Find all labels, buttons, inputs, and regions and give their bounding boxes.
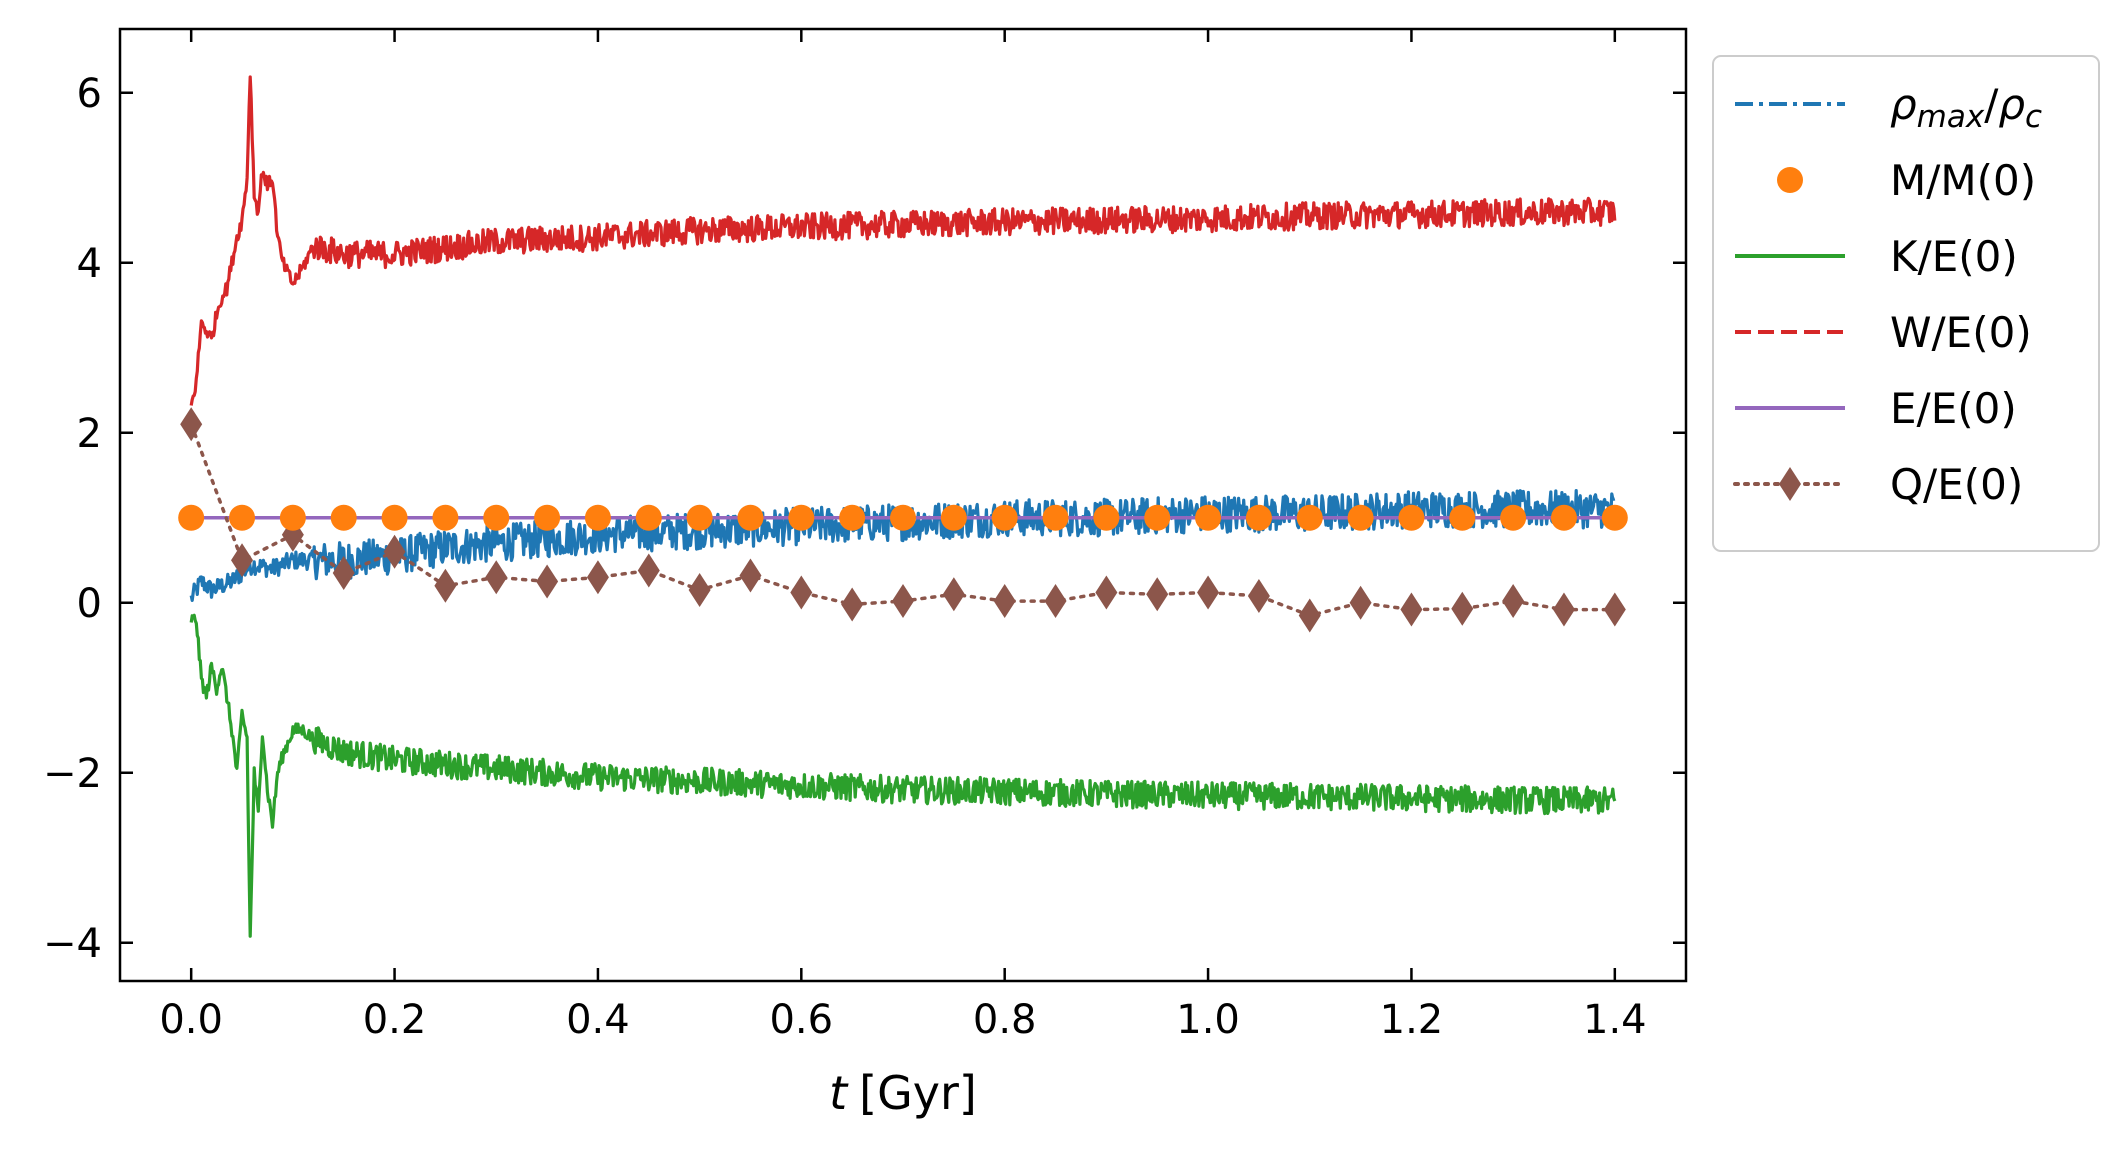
m-circle-marker	[584, 504, 611, 531]
m-circle-marker	[635, 504, 662, 531]
plot-series-layer	[178, 75, 1628, 938]
m-circle-marker	[1601, 504, 1628, 531]
x-axis-variable: t	[829, 1066, 849, 1120]
axis-ticks: 0.0 0.2 0.4 0.6 0.8 1.0 1.2 1.4 −4 −2 0 2 4 6	[43, 29, 1686, 1043]
q-diamond-marker	[892, 584, 914, 619]
legend-label: Q/E(0)	[1890, 460, 2023, 509]
x-axis-label: t [Gyr]	[829, 1066, 977, 1120]
legend-label: E/E(0)	[1890, 384, 2017, 433]
m-circle-marker	[1347, 504, 1374, 531]
legend-item-rho-max-rho-c: ρmax/ρc	[1735, 80, 2042, 135]
y-tick-label: −2	[43, 751, 102, 797]
q-diamond-marker	[1298, 598, 1321, 633]
series-line-rho-max-rho-c	[189, 489, 1616, 602]
m-circle-marker	[1500, 504, 1527, 531]
q-diamond-marker	[1095, 575, 1118, 610]
legend-label: K/E(0)	[1890, 232, 2018, 281]
x-tick-label: 0.4	[566, 997, 630, 1043]
m-circle-marker	[1449, 504, 1476, 531]
m-circle-marker	[279, 504, 306, 531]
legend-item-m-m-0-: M/M(0)	[1777, 156, 2036, 205]
q-diamond-marker	[993, 584, 1016, 619]
x-tick-label: 1.2	[1380, 997, 1444, 1043]
q-diamond-marker	[1044, 584, 1067, 619]
m-circle-marker	[686, 504, 713, 531]
q-diamond-marker	[1603, 592, 1626, 627]
q-diamond-marker	[1451, 591, 1474, 626]
m-circle-marker	[534, 504, 561, 531]
m-circle-marker	[178, 504, 205, 531]
q-diamond-marker	[1502, 584, 1525, 619]
q-diamond-marker	[637, 553, 660, 588]
m-circle-marker	[839, 504, 866, 531]
x-tick-label: 0.0	[159, 997, 223, 1043]
x-tick-label: 1.4	[1583, 997, 1647, 1043]
y-tick-label: 4	[77, 241, 102, 287]
q-diamond-marker	[383, 534, 406, 569]
series-line-w-e-0-	[189, 75, 1617, 406]
m-circle-marker	[432, 504, 459, 531]
m-circle-marker	[737, 504, 764, 531]
x-axis-unit: [Gyr]	[859, 1066, 977, 1120]
x-tick-label: 0.2	[363, 997, 427, 1043]
q-diamond-marker	[1247, 578, 1270, 613]
m-circle-marker	[1296, 504, 1323, 531]
q-diamond-marker	[332, 556, 355, 590]
y-tick-label: −4	[43, 921, 102, 967]
q-diamond-marker	[841, 587, 864, 622]
legend: ρmax/ρc M/M(0) K/E(0) W/E(0) E/E(0) Q/E(0)	[1712, 55, 2100, 552]
q-diamond-marker	[180, 407, 203, 442]
m-circle-marker	[890, 504, 916, 531]
legend-box	[1712, 55, 2100, 552]
plot-area-frame	[118, 27, 1688, 983]
q-diamond-marker	[688, 573, 711, 607]
m-circle-marker	[330, 504, 357, 531]
legend-label: ρmax/ρc	[1890, 80, 2042, 135]
q-diamond-marker	[739, 558, 762, 593]
q-diamond-marker	[1146, 577, 1169, 612]
m-circle-marker	[1195, 504, 1222, 531]
q-diamond-marker	[1349, 585, 1372, 620]
series-line-k-e-0-	[189, 613, 1617, 938]
m-circle-marker	[229, 504, 256, 531]
legend-label: W/E(0)	[1890, 308, 2032, 357]
m-circle-marker	[1245, 504, 1272, 531]
m-circle-marker	[483, 504, 510, 531]
y-tick-label: 6	[77, 71, 102, 117]
legend-marker	[1779, 467, 1801, 501]
legend-item-e-e-0-: E/E(0)	[1735, 384, 2017, 433]
m-circle-marker	[1093, 504, 1120, 531]
y-tick-label: 0	[77, 581, 102, 627]
q-diamond-marker	[434, 568, 457, 603]
q-diamond-marker	[790, 575, 813, 610]
x-tick-label: 1.0	[1176, 997, 1240, 1043]
x-tick-label: 0.6	[769, 997, 833, 1043]
m-circle-marker	[1042, 504, 1069, 531]
q-diamond-marker	[536, 564, 559, 599]
m-circle-marker	[940, 504, 967, 531]
legend-marker	[1777, 167, 1803, 193]
q-diamond-marker	[942, 577, 965, 612]
m-circle-marker	[1398, 504, 1425, 531]
legend-item-k-e-0-: K/E(0)	[1735, 232, 2018, 281]
q-diamond-marker	[485, 560, 508, 595]
m-circle-marker	[788, 504, 815, 531]
q-diamond-marker	[1552, 592, 1575, 627]
m-circle-marker	[1550, 504, 1577, 531]
m-circle-marker	[381, 504, 408, 531]
q-diamond-marker	[1197, 575, 1220, 610]
legend-item-w-e-0-: W/E(0)	[1735, 308, 2032, 357]
m-circle-marker	[991, 504, 1018, 531]
y-tick-label: 2	[77, 411, 102, 457]
q-diamond-marker	[1400, 592, 1423, 627]
q-diamond-marker	[231, 543, 254, 578]
legend-label: M/M(0)	[1890, 156, 2036, 205]
q-diamond-marker	[586, 560, 609, 595]
legend-item-q-e-0-: Q/E(0)	[1733, 460, 2023, 509]
m-circle-marker	[1144, 504, 1171, 531]
x-tick-label: 0.8	[973, 997, 1037, 1043]
